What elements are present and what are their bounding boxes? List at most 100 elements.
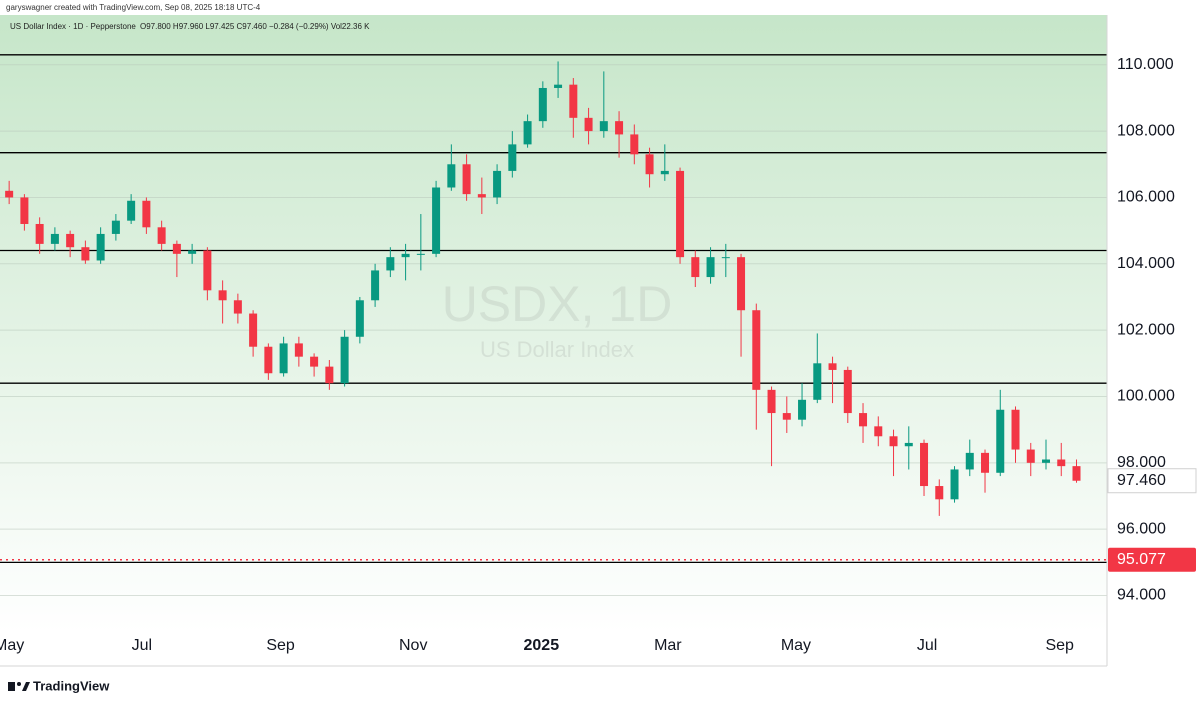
y-tick-label: 96.000 — [1117, 520, 1166, 537]
x-tick-label: May — [0, 637, 24, 654]
y-tick-label: 102.000 — [1117, 321, 1175, 338]
candle-body — [904, 442, 913, 447]
x-tick-label: Jul — [132, 637, 152, 654]
watermark: USDX, 1D — [442, 276, 673, 332]
candle-body — [157, 227, 166, 244]
candle-body — [874, 426, 883, 437]
candle-body — [203, 250, 212, 291]
candle-body — [371, 270, 380, 301]
candle-body — [81, 247, 90, 261]
candle-body — [630, 134, 639, 155]
candle-body — [66, 233, 75, 248]
candle-body — [843, 369, 852, 414]
candle-body — [508, 144, 517, 171]
candle-body — [935, 486, 944, 500]
x-tick-label: Sep — [1045, 637, 1074, 654]
candle-body — [859, 413, 868, 427]
candle-body — [660, 170, 669, 175]
candle-body — [798, 399, 807, 420]
candle-body — [462, 164, 471, 195]
candle-body — [5, 190, 14, 198]
candle-body — [676, 170, 685, 258]
candle-body — [828, 363, 837, 370]
candle-body — [1026, 449, 1035, 463]
candle-body — [96, 233, 105, 261]
alert-label-box — [1108, 547, 1196, 572]
candle-body — [523, 121, 532, 145]
candle-body — [386, 257, 395, 271]
candle-body — [1072, 466, 1081, 481]
candle-body — [645, 154, 654, 175]
candle-body — [325, 366, 334, 384]
candle-body — [538, 87, 547, 122]
candle-body — [981, 452, 990, 473]
candle-body — [264, 346, 273, 374]
watermark-subtitle: US Dollar Index — [480, 337, 634, 362]
candle-body — [584, 117, 593, 132]
candle-body — [950, 469, 959, 500]
quote-info: O97.800 H97.960 L97.425 C97.460 −0.284 (… — [140, 22, 370, 31]
candle-body — [965, 452, 974, 470]
credit: garyswagner created with TradingView.com… — [6, 3, 261, 12]
x-tick-label: Mar — [654, 637, 682, 654]
y-tick-label: 100.000 — [1117, 388, 1175, 405]
alert-label: 95.077 — [1117, 551, 1166, 568]
candle-body — [813, 363, 822, 400]
brand-logo — [8, 682, 30, 691]
candle-body — [111, 220, 120, 234]
candle-body — [752, 310, 761, 390]
candle-body — [416, 253, 425, 255]
candle-body — [1011, 409, 1020, 450]
candle-body — [20, 197, 29, 224]
candle-body — [401, 253, 410, 258]
y-tick-label: 94.000 — [1117, 587, 1166, 604]
symbol-info: US Dollar Index · 1D · Pepperstone — [10, 22, 136, 31]
candle-body — [569, 84, 578, 118]
candle-body — [142, 200, 151, 228]
last-price-box — [1107, 468, 1197, 494]
y-tick-label: 106.000 — [1117, 189, 1175, 206]
candle-body — [355, 300, 364, 337]
candle-body — [249, 313, 258, 347]
candle-body — [50, 233, 59, 244]
plot-layer — [0, 54, 1107, 597]
candle-body — [706, 257, 715, 278]
candle-body — [996, 409, 1005, 473]
x-tick-label: Sep — [266, 637, 295, 654]
candle-body — [767, 389, 776, 414]
candle-body — [1057, 459, 1066, 467]
candle-body — [279, 343, 288, 374]
candle-body — [493, 170, 502, 198]
candle-body — [172, 243, 181, 254]
y-tick-label: 110.000 — [1117, 56, 1174, 73]
candle-body — [554, 84, 563, 88]
x-tick-label: Jul — [917, 637, 937, 654]
y-tick-label: 104.000 — [1117, 255, 1175, 272]
candle-body — [737, 257, 746, 311]
x-tick-label: 2025 — [524, 637, 560, 654]
candle-body — [294, 343, 303, 357]
last-price-label: 97.460 — [1117, 472, 1166, 489]
candle-body — [477, 194, 486, 198]
candle-body — [218, 290, 227, 301]
y-tick-label: 108.000 — [1117, 122, 1175, 139]
y-tick-label: 98.000 — [1117, 454, 1166, 471]
candle-body — [721, 257, 730, 259]
x-tick-label: Nov — [399, 637, 427, 654]
candle-body — [615, 121, 624, 135]
candle-body — [340, 336, 349, 384]
candle-body — [889, 436, 898, 447]
candle-body — [1042, 459, 1051, 463]
candle-body — [432, 187, 441, 254]
candle-body — [782, 413, 791, 420]
candle-body — [188, 250, 197, 254]
x-tick-label: May — [781, 637, 811, 654]
candle-body — [691, 257, 700, 278]
candle-body — [920, 442, 929, 487]
candle-body — [447, 164, 456, 188]
candle-body — [233, 300, 242, 314]
candle-body — [35, 223, 44, 244]
brand: TradingView — [33, 678, 110, 693]
